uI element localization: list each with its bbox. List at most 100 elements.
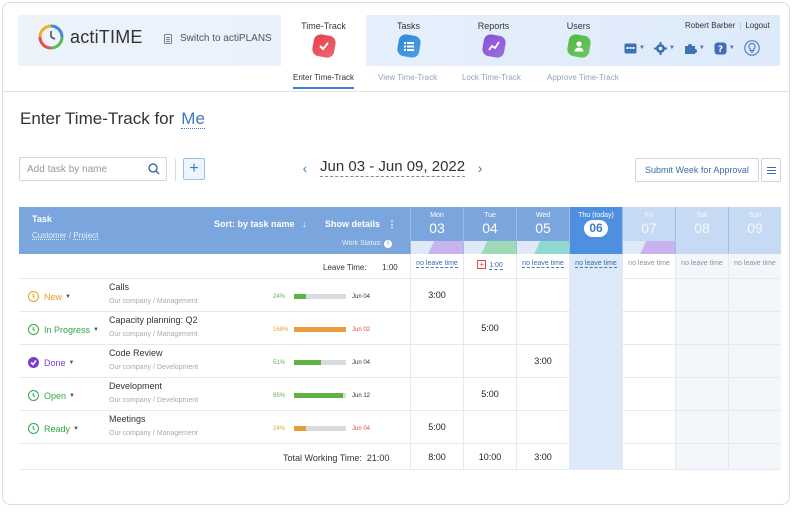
time-cell[interactable] — [728, 279, 781, 312]
show-details-button[interactable]: Show details ⋮ — [325, 219, 397, 230]
module-tab-timetrack[interactable]: Time-Track — [281, 15, 366, 66]
time-cell[interactable] — [569, 411, 622, 444]
task-name[interactable]: Capacity planning: Q2 — [109, 315, 198, 325]
user-name[interactable]: Robert Barber — [685, 21, 736, 30]
add-task-search-input[interactable]: Add task by name — [19, 157, 167, 181]
time-cell[interactable] — [569, 279, 622, 312]
time-cell[interactable] — [410, 345, 463, 378]
time-cell[interactable] — [569, 378, 622, 411]
day-header-04[interactable]: Tue 04 — [463, 207, 516, 254]
day-header-06[interactable]: Thu (today) 06 — [569, 207, 622, 254]
module-tab-users[interactable]: Users — [536, 15, 621, 66]
settings-menu[interactable]: ▼ — [653, 41, 675, 55]
task-name[interactable]: Meetings — [109, 414, 146, 424]
subnav-tab-enter-time-track[interactable]: Enter Time-Track — [293, 73, 355, 89]
leave-cell[interactable]: no leave time — [516, 254, 569, 279]
time-cell[interactable] — [675, 345, 728, 378]
task-name[interactable]: Code Review — [109, 348, 163, 358]
task-customer-project[interactable]: Our company / Management — [109, 298, 198, 305]
time-cell[interactable] — [410, 378, 463, 411]
switch-to-actiplans-link[interactable]: Switch to actiPLANS — [164, 33, 272, 44]
time-cell[interactable] — [516, 411, 569, 444]
time-cell[interactable] — [728, 312, 781, 345]
next-week-button[interactable]: › — [477, 159, 483, 176]
day-header-08[interactable]: Sat 08 — [675, 207, 728, 254]
customer-sort-link[interactable]: Customer — [32, 231, 67, 240]
leave-cell[interactable]: no leave time — [569, 254, 622, 279]
time-cell[interactable] — [569, 312, 622, 345]
time-cell[interactable]: 3:00 — [516, 345, 569, 378]
time-cell[interactable] — [622, 345, 675, 378]
time-cell[interactable] — [728, 378, 781, 411]
module-tab-reports[interactable]: Reports — [451, 15, 536, 66]
time-cell[interactable]: 5:00 — [463, 378, 516, 411]
time-cell[interactable] — [516, 312, 569, 345]
week-range[interactable]: Jun 03 - Jun 09, 2022 — [320, 158, 466, 177]
add-leave-icon[interactable]: + — [477, 260, 487, 269]
previous-week-button[interactable]: ‹ — [302, 159, 308, 176]
time-cell[interactable] — [516, 279, 569, 312]
user-selector[interactable]: Me — [181, 109, 205, 129]
leave-value[interactable]: 1:00 — [489, 262, 503, 270]
time-cell[interactable] — [622, 411, 675, 444]
calendar-menu[interactable]: ▼ — [624, 42, 645, 54]
addons-menu[interactable]: ▼ — [684, 42, 705, 55]
task-customer-project[interactable]: Our company / Management — [109, 430, 198, 437]
leave-cell[interactable]: no leave time — [410, 254, 463, 279]
time-cell[interactable] — [675, 411, 728, 444]
task-customer-project[interactable]: Our company / Management — [109, 331, 198, 338]
time-cell[interactable] — [622, 312, 675, 345]
time-cell[interactable] — [675, 312, 728, 345]
leave-value[interactable]: no leave time — [734, 260, 776, 267]
status-selector[interactable]: New ▼ — [28, 291, 71, 302]
module-tab-tasks[interactable]: Tasks — [366, 15, 451, 66]
time-cell[interactable] — [728, 411, 781, 444]
logout-link[interactable]: Logout — [745, 21, 770, 30]
leave-cell[interactable]: no leave time — [675, 254, 728, 279]
time-cell[interactable] — [410, 312, 463, 345]
leave-value[interactable]: no leave time — [681, 260, 723, 267]
status-selector[interactable]: Ready ▼ — [28, 423, 79, 434]
subnav-tab-approve-time-track[interactable]: Approve Time-Track — [547, 73, 619, 82]
tips-button[interactable] — [744, 40, 760, 56]
project-sort-link[interactable]: Project — [73, 231, 99, 240]
task-name[interactable]: Calls — [109, 282, 130, 292]
time-cell[interactable]: 5:00 — [410, 411, 463, 444]
time-cell[interactable] — [675, 378, 728, 411]
day-header-05[interactable]: Wed 05 — [516, 207, 569, 254]
submit-week-button[interactable]: Submit Week for Approval — [635, 158, 759, 182]
leave-cell[interactable]: +1:00 — [463, 254, 516, 279]
add-task-button[interactable]: + — [183, 158, 205, 180]
leave-value[interactable]: no leave time — [628, 260, 670, 267]
leave-cell[interactable]: no leave time — [728, 254, 781, 279]
status-selector[interactable]: Open ▼ — [28, 390, 75, 401]
leave-value[interactable]: no leave time — [522, 260, 564, 268]
task-name[interactable]: Development — [109, 381, 163, 391]
task-customer-project[interactable]: Our company / Development — [109, 364, 198, 371]
status-selector[interactable]: In Progress ▼ — [28, 324, 99, 335]
subnav-tab-view-time-track[interactable]: View Time-Track — [378, 73, 438, 82]
subnav-tab-lock-time-track[interactable]: Lock Time-Track — [462, 73, 521, 82]
leave-cell[interactable]: no leave time — [622, 254, 675, 279]
time-cell[interactable] — [622, 378, 675, 411]
leave-value[interactable]: no leave time — [575, 260, 617, 268]
time-cell[interactable]: 3:00 — [410, 279, 463, 312]
time-cell[interactable] — [516, 378, 569, 411]
search-icon[interactable] — [148, 163, 160, 175]
time-cell[interactable]: 5:00 — [463, 312, 516, 345]
time-cell[interactable] — [463, 411, 516, 444]
time-cell[interactable] — [622, 279, 675, 312]
time-cell[interactable] — [463, 345, 516, 378]
status-selector[interactable]: Done ▼ — [28, 357, 74, 368]
more-options-button[interactable] — [761, 158, 781, 182]
time-cell[interactable] — [675, 279, 728, 312]
leave-value[interactable]: no leave time — [416, 260, 458, 268]
day-header-09[interactable]: Sun 09 — [728, 207, 781, 254]
help-menu[interactable]: ? ▼ — [714, 42, 735, 55]
logo[interactable]: actiTIME — [38, 24, 143, 50]
day-header-03[interactable]: Mon 03 — [410, 207, 463, 254]
time-cell[interactable] — [728, 345, 781, 378]
task-customer-project[interactable]: Our company / Development — [109, 397, 198, 404]
time-cell[interactable] — [569, 345, 622, 378]
info-icon[interactable]: i — [383, 240, 392, 248]
